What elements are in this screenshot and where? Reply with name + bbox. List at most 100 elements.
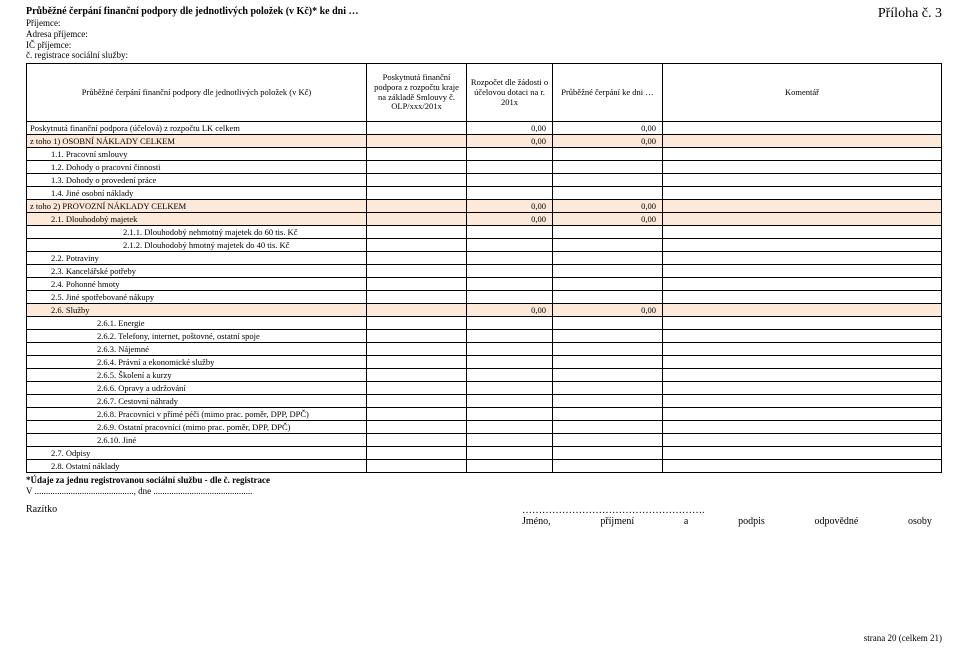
- row-cell: [367, 356, 467, 369]
- row-cell: [663, 343, 942, 356]
- table-row: 2.6.1. Energie: [27, 317, 942, 330]
- footnote-registration: *Údaje za jednu registrovanou sociální s…: [26, 475, 942, 485]
- col-header-budget: Rozpočet dle žádosti o účelovou dotaci n…: [467, 64, 553, 122]
- row-cell: [367, 434, 467, 447]
- row-cell: [467, 421, 553, 434]
- sign-word: podpis: [738, 516, 765, 527]
- row-cell: [367, 252, 467, 265]
- row-cell: [467, 239, 553, 252]
- row-cell: [367, 135, 467, 148]
- col-header-desc: Průběžné čerpání finanční podpory dle je…: [27, 64, 367, 122]
- row-cell: [553, 278, 663, 291]
- table-row: 2.2. Potraviny: [27, 252, 942, 265]
- budget-table: Průběžné čerpání finanční podpory dle je…: [26, 63, 942, 473]
- row-cell: [553, 291, 663, 304]
- row-cell: [553, 434, 663, 447]
- row-cell: [553, 421, 663, 434]
- row-label: 2.8. Ostatní náklady: [27, 460, 367, 473]
- row-cell: [467, 148, 553, 161]
- row-cell: [663, 421, 942, 434]
- row-cell: [663, 434, 942, 447]
- row-cell: [367, 278, 467, 291]
- row-cell: [367, 122, 467, 135]
- page-footer: strana 20 (celkem 21): [864, 633, 942, 643]
- row-cell: 0,00: [553, 304, 663, 317]
- row-cell: [467, 161, 553, 174]
- header-row: Průběžné čerpání finanční podpory dle je…: [26, 6, 942, 61]
- row-cell: [367, 213, 467, 226]
- row-cell: [663, 239, 942, 252]
- table-row: 2.6.3. Nájemné: [27, 343, 942, 356]
- row-cell: 0,00: [467, 304, 553, 317]
- row-cell: [367, 239, 467, 252]
- row-cell: [663, 187, 942, 200]
- row-cell: 0,00: [553, 135, 663, 148]
- signature-dots: ……………………………………………….: [522, 505, 705, 516]
- table-row: 2.6.9. Ostatní pracovníci (mimo prac. po…: [27, 421, 942, 434]
- row-cell: [553, 460, 663, 473]
- row-label: Poskytnutá finanční podpora (účelová) z …: [27, 122, 367, 135]
- meta-ic: IČ příjemce:: [26, 40, 359, 51]
- table-row: 2.6. Služby 0,000,00: [27, 304, 942, 317]
- row-label: 2.6.10. Jiné: [27, 434, 367, 447]
- table-row: 2.6.10. Jiné: [27, 434, 942, 447]
- row-cell: [663, 447, 942, 460]
- row-label: 2.6.1. Energie: [27, 317, 367, 330]
- row-cell: [467, 382, 553, 395]
- table-row: 2.1.1. Dlouhodobý nehmotný majetek do 60…: [27, 226, 942, 239]
- row-cell: [367, 330, 467, 343]
- row-label: 2.6.3. Nájemné: [27, 343, 367, 356]
- row-cell: [553, 382, 663, 395]
- priloha-label: Příloha č. 3: [878, 6, 942, 22]
- meta-adresa: Adresa příjemce:: [26, 29, 359, 40]
- table-body: Poskytnutá finanční podpora (účelová) z …: [27, 122, 942, 473]
- row-cell: 0,00: [467, 135, 553, 148]
- row-label: 2.6.5. Školení a kurzy: [27, 369, 367, 382]
- row-cell: [367, 447, 467, 460]
- signature-words: Jméno, příjmení a podpis odpovědné osoby: [522, 516, 932, 527]
- row-cell: [467, 330, 553, 343]
- row-label: 2.6.7. Cestovní náhrady: [27, 395, 367, 408]
- row-cell: [663, 174, 942, 187]
- row-cell: [367, 304, 467, 317]
- row-label: 2.7. Odpisy: [27, 447, 367, 460]
- table-row: 2.7. Odpisy: [27, 447, 942, 460]
- row-label: 1.3. Dohody o provedení práce: [27, 174, 367, 187]
- page: Průběžné čerpání finanční podpory dle je…: [0, 0, 960, 527]
- row-cell: [467, 356, 553, 369]
- row-cell: [467, 317, 553, 330]
- row-cell: [367, 200, 467, 213]
- row-cell: [663, 213, 942, 226]
- row-label: 2.6. Služby: [27, 304, 367, 317]
- row-cell: [367, 460, 467, 473]
- row-cell: [553, 317, 663, 330]
- row-cell: [467, 187, 553, 200]
- row-cell: [663, 265, 942, 278]
- row-cell: [553, 408, 663, 421]
- table-row: 2.1. Dlouhodobý majetek0,000,00: [27, 213, 942, 226]
- row-label: 1.2. Dohody o pracovní činnosti: [27, 161, 367, 174]
- table-row: 1.2. Dohody o pracovní činnosti: [27, 161, 942, 174]
- row-cell: [367, 421, 467, 434]
- row-label: 2.6.2. Telefony, internet, poštovné, ost…: [27, 330, 367, 343]
- table-row: 1.4. Jiné osobní náklady: [27, 187, 942, 200]
- row-cell: 0,00: [553, 122, 663, 135]
- row-cell: [553, 148, 663, 161]
- row-cell: [467, 460, 553, 473]
- row-cell: [663, 356, 942, 369]
- row-cell: [467, 343, 553, 356]
- row-cell: 0,00: [467, 200, 553, 213]
- table-row: 2.6.7. Cestovní náhrady: [27, 395, 942, 408]
- row-label: 2.3. Kancelářské potřeby: [27, 265, 367, 278]
- row-label: 1.4. Jiné osobní náklady: [27, 187, 367, 200]
- row-cell: [467, 252, 553, 265]
- row-cell: [553, 343, 663, 356]
- col-header-comment: Komentář: [663, 64, 942, 122]
- row-cell: [367, 148, 467, 161]
- row-cell: [467, 174, 553, 187]
- row-label: 2.6.9. Ostatní pracovníci (mimo prac. po…: [27, 421, 367, 434]
- row-cell: [467, 369, 553, 382]
- row-label: 2.1.2. Dlouhodobý hmotný majetek do 40 t…: [27, 239, 367, 252]
- sign-word: příjmení: [600, 516, 634, 527]
- table-row: 2.6.2. Telefony, internet, poštovné, ost…: [27, 330, 942, 343]
